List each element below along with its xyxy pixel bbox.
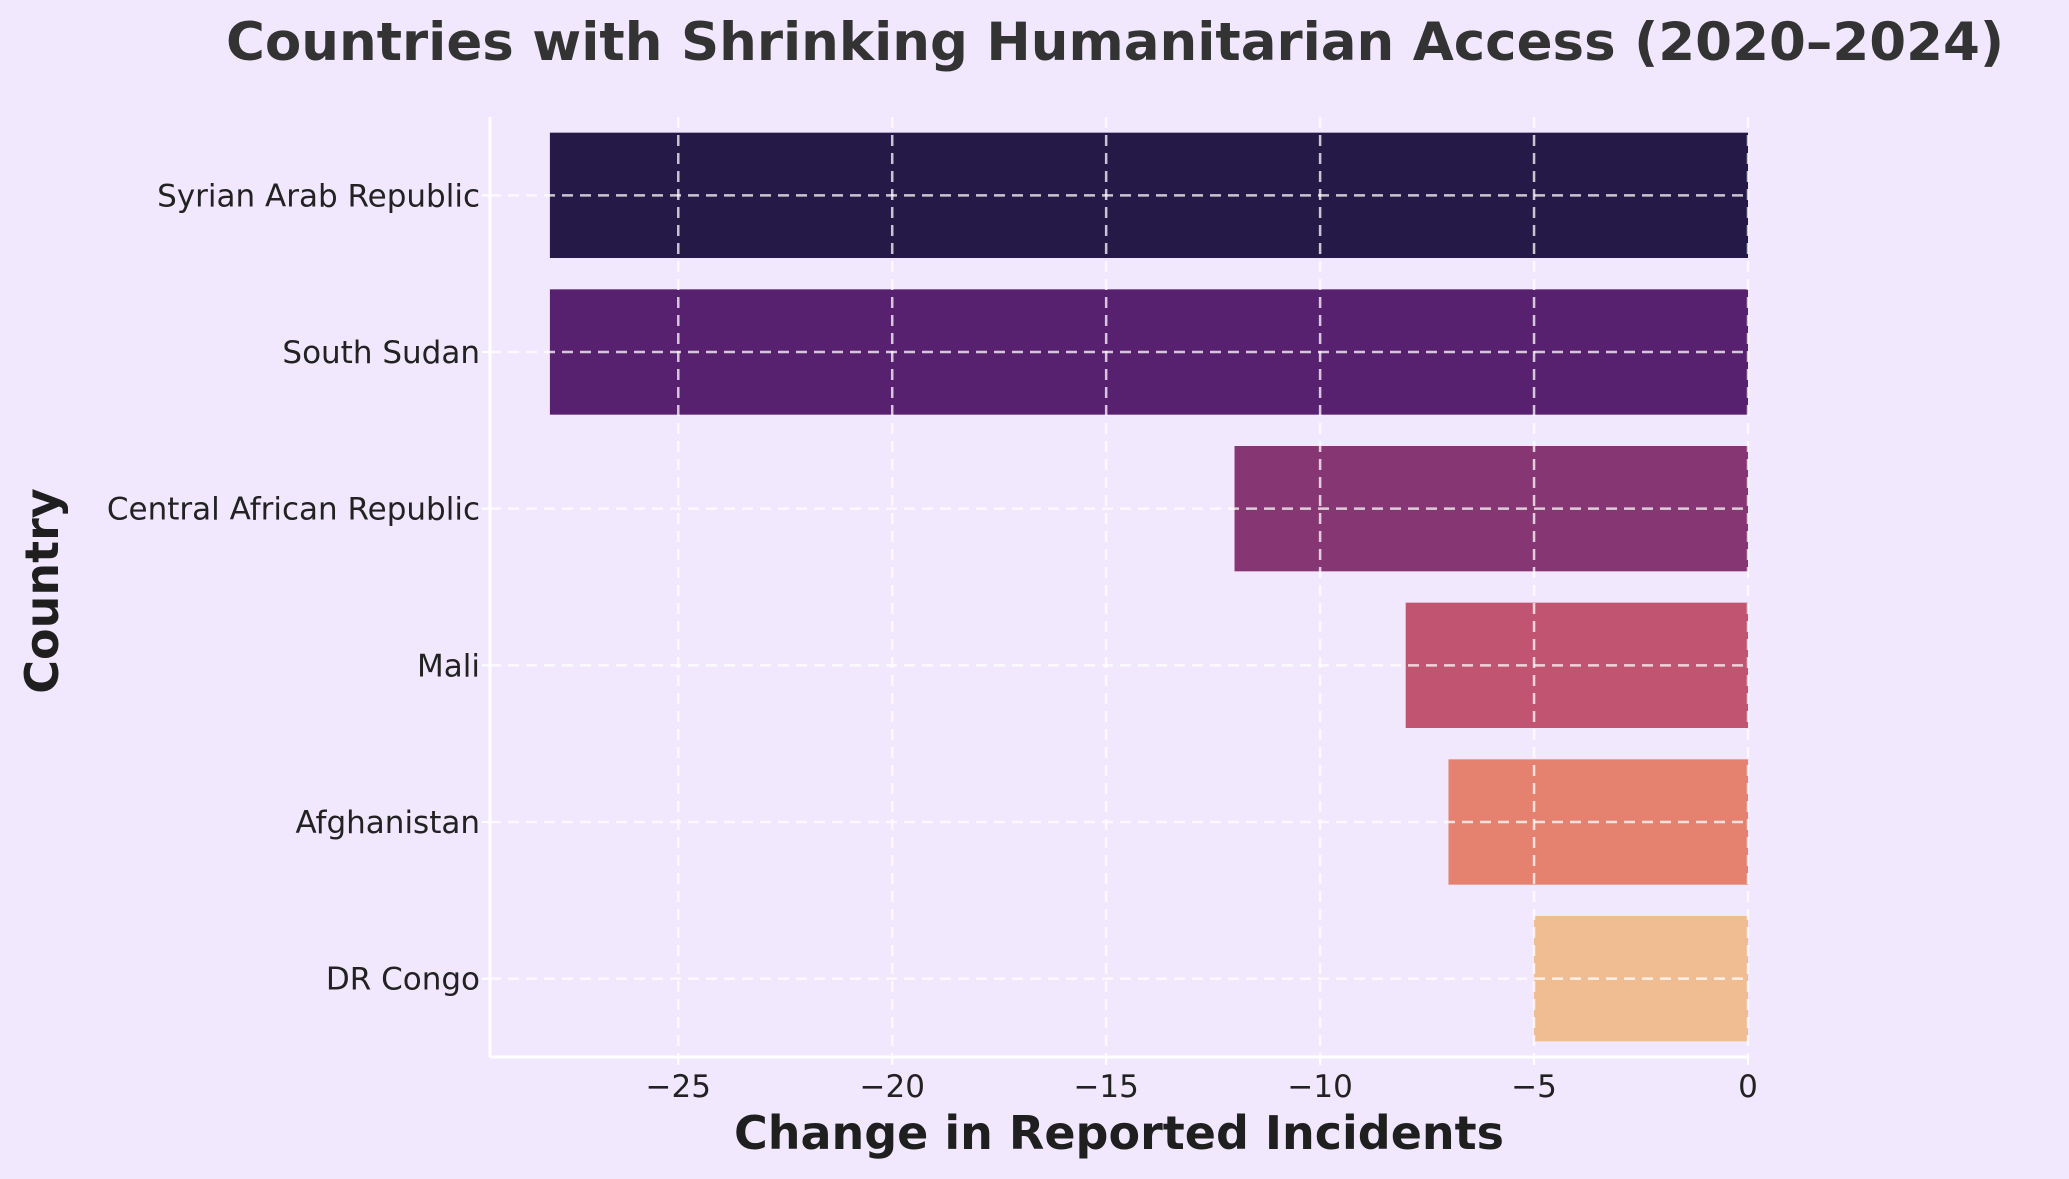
y-tick-label: Central African Republic	[107, 492, 480, 528]
y-tick-label: South Sudan	[282, 335, 480, 371]
y-axis-label: Country	[15, 488, 69, 694]
y-tick-label: Afghanistan	[295, 805, 480, 841]
x-axis-label: Change in Reported Incidents	[734, 1106, 1504, 1160]
x-tick-label: −25	[646, 1069, 711, 1105]
y-tick-label: Mali	[417, 648, 480, 684]
grid-layer	[490, 117, 1750, 1057]
axes-layer: −25 −20 −15 −10 −5 0 Syrian Arab Republic South…	[107, 117, 1758, 1105]
y-tick-label: DR Congo	[326, 962, 480, 998]
x-tick-label: −20	[860, 1069, 925, 1105]
y-tick-label: Syrian Arab Republic	[157, 178, 480, 214]
x-tick-label: 0	[1738, 1069, 1758, 1105]
x-tick-label: −15	[1073, 1069, 1138, 1105]
chart-title: Countries with Shrinking Humanitarian Ac…	[226, 12, 2004, 73]
x-tick-label: −10	[1287, 1069, 1352, 1105]
x-tick-label: −5	[1511, 1069, 1557, 1105]
bar-dr-congo	[1534, 916, 1748, 1042]
